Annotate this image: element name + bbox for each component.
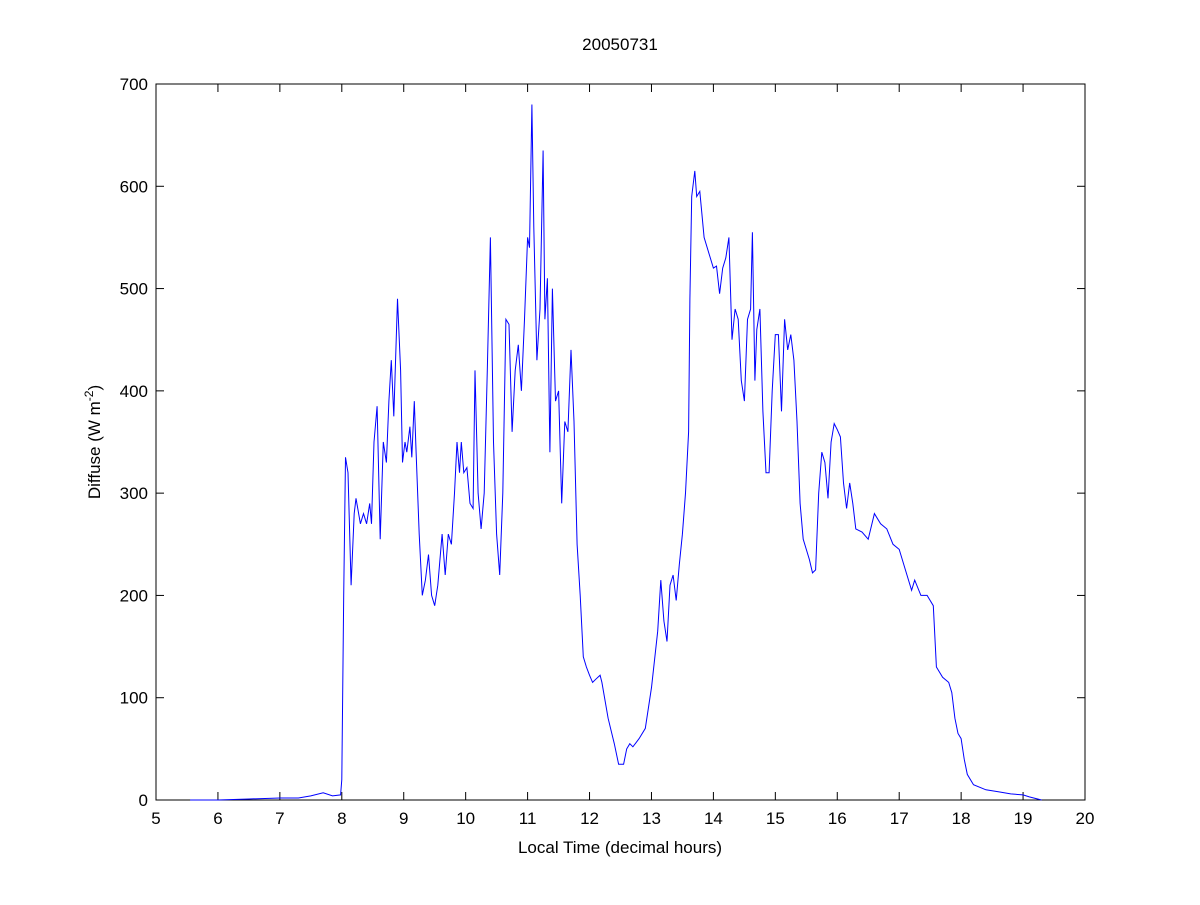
x-tick-label: 9 [399, 809, 408, 828]
x-tick-label: 5 [151, 809, 160, 828]
ticks: 5 6 7 8 9 10 11 12 13 14 15 16 17 18 19 200100200300400… [120, 75, 1095, 828]
plot-area [155, 83, 1086, 801]
x-tick-label: 14 [704, 809, 723, 828]
x-tick-label: 6 [213, 809, 222, 828]
x-tick-label: 11 [519, 809, 537, 828]
y-tick-label: 100 [120, 689, 148, 708]
y-axis-label-main: Diffuse (W m [85, 401, 104, 499]
y-axis-label-sup: -2 [82, 390, 96, 401]
x-axis-label: Local Time (decimal hours) [518, 838, 722, 857]
y-axis-label-close: ) [85, 385, 104, 391]
x-tick-label: 16 [828, 809, 847, 828]
x-tick-label: 7 [275, 809, 284, 828]
x-tick-label: 17 [890, 809, 909, 828]
y-tick-label: 0 [139, 791, 148, 810]
x-tick-label: 19 [1014, 809, 1033, 828]
chart-title: 20050731 [582, 35, 658, 54]
y-axis-label: Diffuse (W m-2) [82, 385, 104, 499]
y-tick-label: 400 [120, 382, 148, 401]
y-tick-label: 200 [120, 586, 148, 605]
x-tick-label: 8 [337, 809, 346, 828]
y-tick-label: 500 [120, 280, 148, 299]
series-line-diffuse [190, 104, 1042, 801]
x-tick-label: 10 [456, 809, 475, 828]
y-tick-label: 300 [120, 484, 148, 503]
y-tick-label: 700 [120, 75, 148, 94]
x-tick-label: 12 [580, 809, 599, 828]
x-tick-label: 13 [642, 809, 661, 828]
x-tick-label: 18 [952, 809, 971, 828]
x-tick-label: 15 [766, 809, 785, 828]
y-tick-label: 600 [120, 177, 148, 196]
x-tick-label: 20 [1076, 809, 1095, 828]
